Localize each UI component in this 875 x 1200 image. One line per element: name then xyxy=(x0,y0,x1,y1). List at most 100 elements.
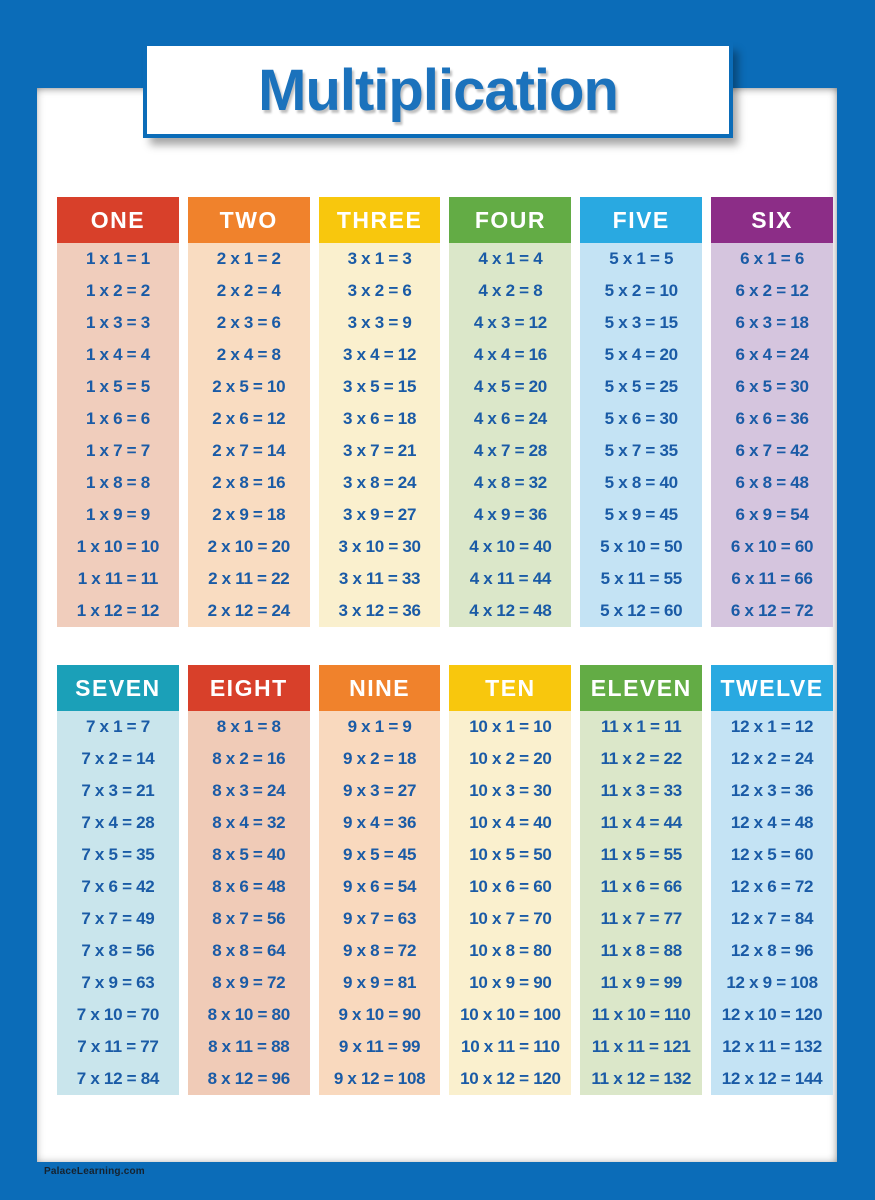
column-header-two: TWO xyxy=(187,197,310,243)
column-header-three: THREE xyxy=(318,197,441,243)
fact-row: 3 x 10 = 30 xyxy=(338,537,421,556)
fact-row: 7 x 9 = 63 xyxy=(81,973,155,992)
column-body-six: 6 x 1 = 6 6 x 2 = 12 6 x 3 = 18 6 x 4 = 24 6… xyxy=(711,243,833,627)
fact-row: 7 x 6 = 42 xyxy=(81,877,155,896)
fact-row: 8 x 7 = 56 xyxy=(212,909,286,928)
fact-row: 9 x 3 = 27 xyxy=(343,781,417,800)
fact-row: 8 x 11 = 88 xyxy=(208,1037,290,1056)
fact-row: 3 x 8 = 24 xyxy=(343,473,417,492)
fact-row: 11 x 2 = 22 xyxy=(600,749,683,768)
fact-row: 9 x 12 = 108 xyxy=(333,1069,426,1088)
fact-row: 5 x 10 = 50 xyxy=(600,537,683,556)
fact-row: 9 x 11 = 99 xyxy=(338,1037,421,1056)
fact-row: 6 x 3 = 18 xyxy=(735,313,809,332)
fact-row: 2 x 11 = 22 xyxy=(208,569,290,588)
fact-row: 2 x 8 = 16 xyxy=(212,473,286,492)
fact-row: 11 x 9 = 99 xyxy=(600,973,683,992)
fact-row: 6 x 2 = 12 xyxy=(735,281,809,300)
fact-row: 9 x 8 = 72 xyxy=(343,941,417,960)
fact-row: 10 x 2 = 20 xyxy=(469,749,552,768)
column-body-three: 3 x 1 = 3 3 x 2 = 6 3 x 3 = 9 3 x 4 = 12 3 x… xyxy=(318,243,441,627)
fact-row: 4 x 12 = 48 xyxy=(469,601,552,620)
fact-row: 3 x 4 = 12 xyxy=(343,345,417,364)
fact-row: 4 x 7 = 28 xyxy=(473,441,547,460)
column-body-five: 5 x 1 = 5 5 x 2 = 10 5 x 3 = 15 5 x 4 = 20 5… xyxy=(580,243,703,627)
fact-row: 8 x 3 = 24 xyxy=(212,781,286,800)
fact-row: 4 x 2 = 8 xyxy=(478,281,543,300)
fact-row: 2 x 1 = 2 xyxy=(216,249,281,268)
column-header-eleven: ELEVEN xyxy=(580,665,703,711)
fact-row: 5 x 8 = 40 xyxy=(604,473,678,492)
fact-row: 10 x 5 = 50 xyxy=(469,845,552,864)
fact-row: 8 x 2 = 16 xyxy=(212,749,286,768)
fact-row: 7 x 12 = 84 xyxy=(76,1069,160,1088)
fact-row: 11 x 6 = 66 xyxy=(600,877,683,896)
fact-row: 8 x 4 = 32 xyxy=(212,813,286,832)
fact-row: 3 x 11 = 33 xyxy=(338,569,421,588)
fact-row: 5 x 11 = 55 xyxy=(600,569,683,588)
fact-row: 5 x 3 = 15 xyxy=(604,313,678,332)
fact-row: 9 x 5 = 45 xyxy=(343,845,417,864)
fact-row: 11 x 3 = 33 xyxy=(600,781,683,800)
column-header-ten: TEN xyxy=(449,665,572,711)
fact-row: 6 x 7 = 42 xyxy=(735,441,809,460)
fact-row: 4 x 5 = 20 xyxy=(473,377,547,396)
column-body-two: 2 x 1 = 2 2 x 2 = 4 2 x 3 = 6 2 x 4 = 8 2 x … xyxy=(187,243,310,627)
fact-row: 6 x 11 = 66 xyxy=(731,569,813,588)
fact-row: 6 x 9 = 54 xyxy=(735,505,809,524)
column-body-nine: 9 x 1 = 9 9 x 2 = 18 9 x 3 = 27 9 x 4 = 36 9… xyxy=(318,711,441,1095)
fact-row: 7 x 5 = 35 xyxy=(81,845,155,864)
fact-row: 7 x 3 = 21 xyxy=(81,781,155,800)
fact-row: 2 x 7 = 14 xyxy=(212,441,286,460)
fact-row: 5 x 2 = 10 xyxy=(604,281,678,300)
fact-row: 11 x 10 = 110 xyxy=(591,1005,691,1024)
fact-row: 2 x 12 = 24 xyxy=(207,601,291,620)
column-five: FIVE 5 x 1 = 5 5 x 2 = 10 5 x 3 = 15 5 x 4 =… xyxy=(580,197,703,627)
fact-row: 4 x 4 = 16 xyxy=(473,345,547,364)
fact-row: 4 x 8 = 32 xyxy=(473,473,547,492)
fact-row: 12 x 2 = 24 xyxy=(730,749,814,768)
fact-row: 2 x 10 = 20 xyxy=(207,537,291,556)
fact-row: 2 x 4 = 8 xyxy=(216,345,281,364)
fact-row: 12 x 4 = 48 xyxy=(730,813,814,832)
fact-row: 1 x 8 = 8 xyxy=(85,473,150,492)
fact-row: 11 x 4 = 44 xyxy=(600,813,683,832)
fact-row: 11 x 12 = 132 xyxy=(591,1069,692,1088)
column-header-twelve: TWELVE xyxy=(711,665,833,711)
fact-row: 3 x 7 = 21 xyxy=(343,441,417,460)
fact-row: 10 x 9 = 90 xyxy=(469,973,552,992)
fact-row: 5 x 5 = 25 xyxy=(604,377,678,396)
fact-row: 4 x 9 = 36 xyxy=(473,505,547,524)
fact-row: 6 x 6 = 36 xyxy=(735,409,809,428)
fact-row: 7 x 4 = 28 xyxy=(81,813,155,832)
fact-row: 6 x 8 = 48 xyxy=(735,473,809,492)
fact-row: 4 x 10 = 40 xyxy=(469,537,552,556)
fact-row: 9 x 7 = 63 xyxy=(343,909,417,928)
fact-row: 12 x 11 = 132 xyxy=(722,1037,822,1056)
column-body-eight: 8 x 1 = 8 8 x 2 = 16 8 x 3 = 24 8 x 4 = 32 8… xyxy=(187,711,310,1095)
fact-row: 8 x 5 = 40 xyxy=(212,845,286,864)
fact-row: 5 x 4 = 20 xyxy=(604,345,678,364)
column-twelve: TWELVE 12 x 1 = 12 12 x 2 = 24 12 x 3 = 36 1… xyxy=(711,665,833,1095)
fact-row: 6 x 1 = 6 xyxy=(740,249,805,268)
column-header-seven: SEVEN xyxy=(57,665,179,711)
fact-row: 3 x 6 = 18 xyxy=(343,409,417,428)
fact-row: 1 x 12 = 12 xyxy=(76,601,160,620)
fact-row: 9 x 6 = 54 xyxy=(343,877,417,896)
fact-row: 11 x 5 = 55 xyxy=(600,845,683,864)
fact-row: 1 x 10 = 10 xyxy=(76,537,160,556)
fact-row: 1 x 6 = 6 xyxy=(85,409,150,428)
fact-row: 12 x 5 = 60 xyxy=(730,845,814,864)
fact-row: 5 x 7 = 35 xyxy=(604,441,678,460)
column-ten: TEN 10 x 1 = 10 10 x 2 = 20 10 x 3 = 30 10 x… xyxy=(449,665,572,1095)
fact-row: 5 x 6 = 30 xyxy=(604,409,678,428)
fact-row: 7 x 1 = 7 xyxy=(85,717,150,736)
fact-row: 12 x 3 = 36 xyxy=(730,781,814,800)
fact-row: 11 x 7 = 77 xyxy=(600,909,683,928)
column-header-five: FIVE xyxy=(580,197,703,243)
fact-row: 12 x 7 = 84 xyxy=(730,909,814,928)
fact-row: 8 x 9 = 72 xyxy=(212,973,286,992)
